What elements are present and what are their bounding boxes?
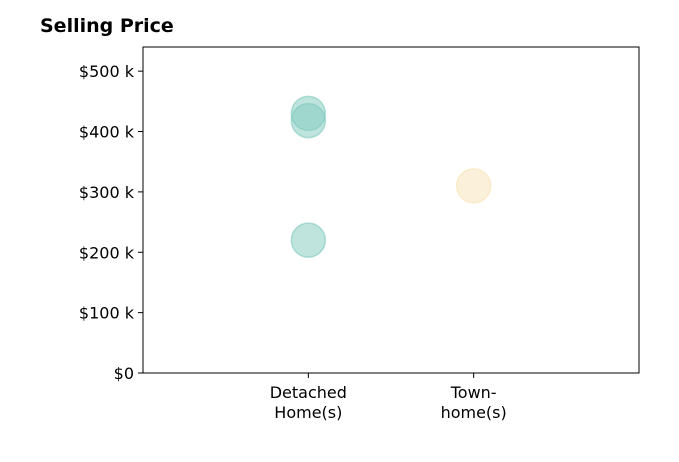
data-point xyxy=(455,168,492,204)
y-tick-label: $100 k xyxy=(79,304,135,323)
data-point xyxy=(290,222,327,258)
x-tick-label: Detached Home(s) xyxy=(270,383,347,422)
y-tick-label: $500 k xyxy=(79,62,135,81)
chart-title: Selling Price xyxy=(40,15,174,37)
points-layer xyxy=(290,95,492,258)
plot-frame xyxy=(142,46,640,374)
x-tick-label: Town-home(s) xyxy=(441,383,507,422)
y-axis: $0 $100 k $200 k $300 k $400 k $500 k xyxy=(79,62,143,383)
x-axis: Detached Home(s) Town-home(s) xyxy=(270,373,507,422)
y-tick-label: $0 xyxy=(114,364,134,383)
y-tick-label: $400 k xyxy=(79,123,135,142)
y-tick-label: $300 k xyxy=(79,183,135,202)
y-tick-label: $200 k xyxy=(79,243,135,262)
data-point xyxy=(290,102,327,139)
